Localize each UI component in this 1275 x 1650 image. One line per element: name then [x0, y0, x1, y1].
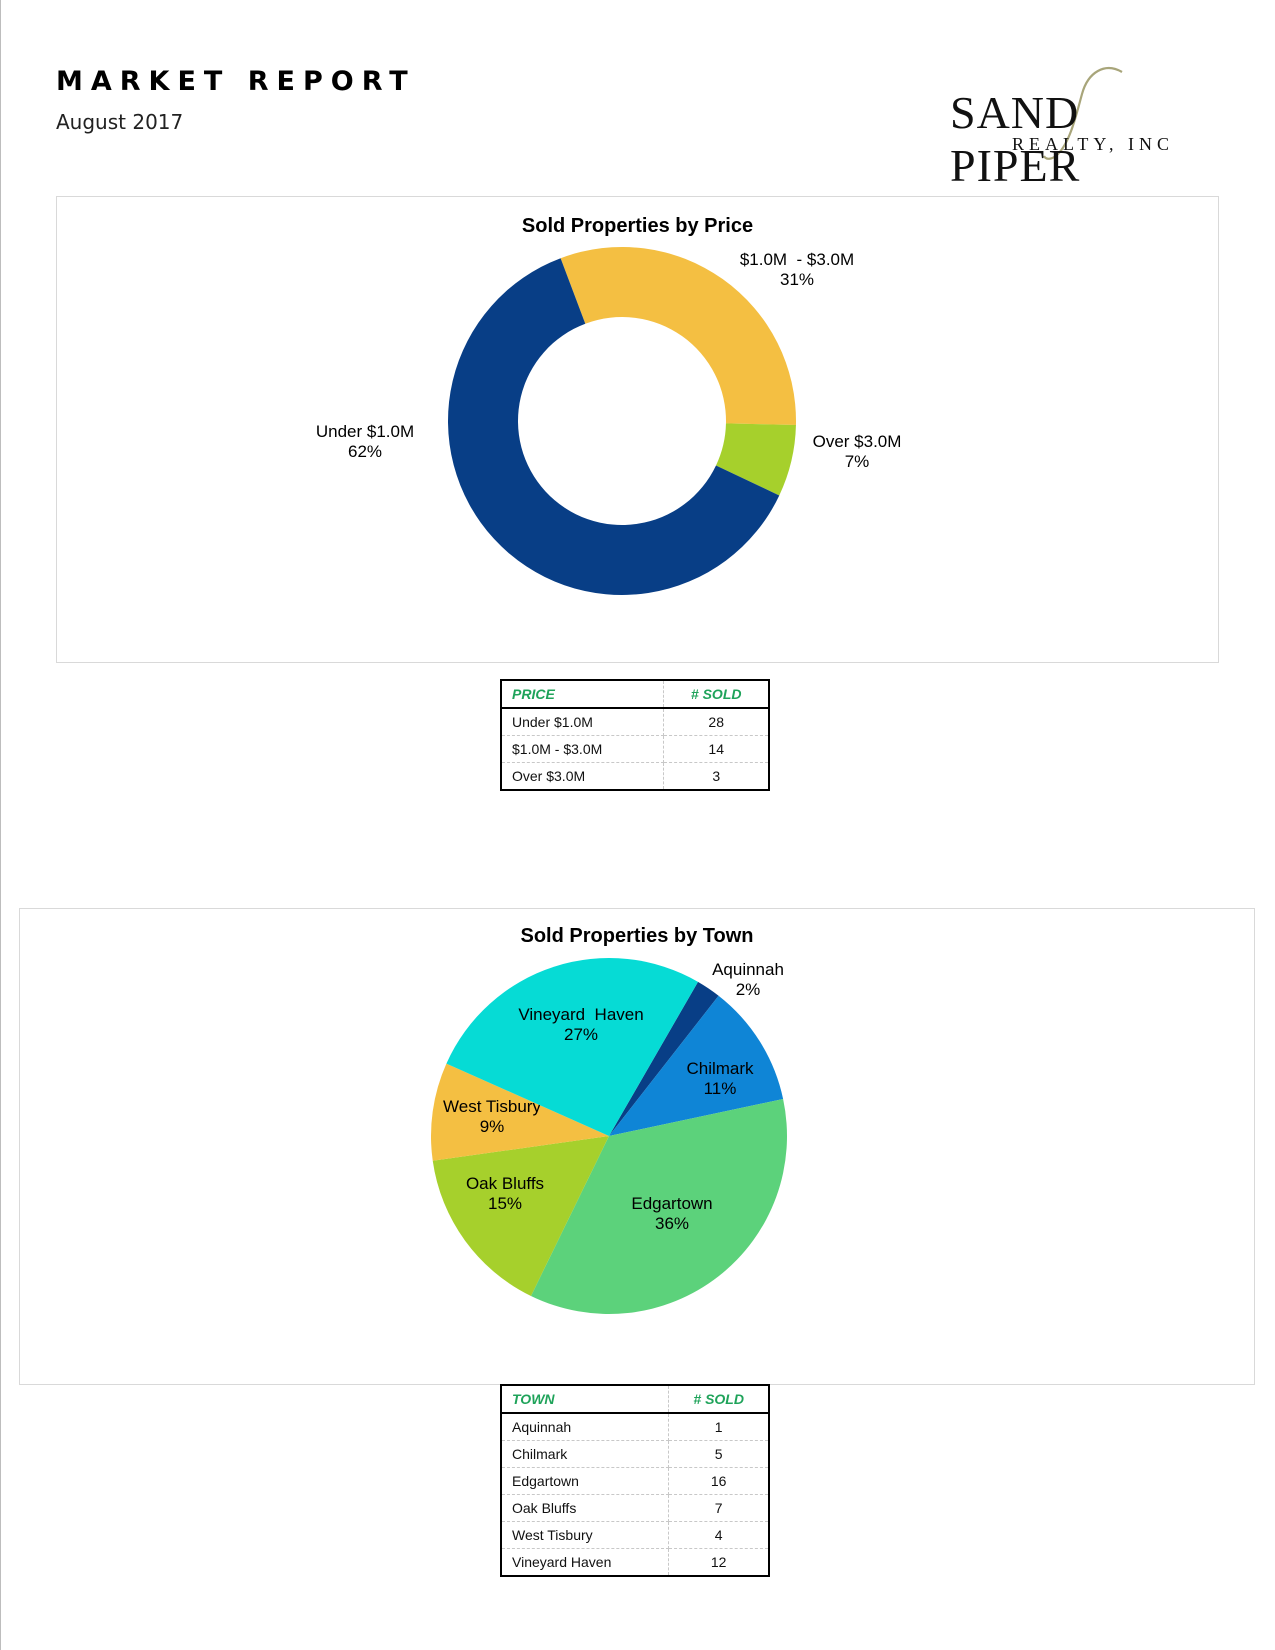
- town-chart-panel: Sold Properties by Town Aquinnah 2% Chilma…: [19, 908, 1255, 1385]
- sold-count-cell: 5: [668, 1440, 769, 1468]
- pie-slice-1-0m-3-0m: [560, 247, 796, 426]
- sold-count-cell: 7: [668, 1494, 769, 1522]
- pie-slice-chilmark: [609, 995, 784, 1136]
- price-column-header: PRICE: [501, 680, 665, 709]
- slice-label-over-3-0m: Over $3.0M: [813, 432, 902, 451]
- report-title: MARKET REPORT: [56, 66, 416, 97]
- slice-label-edgartown: Edgartown: [631, 1194, 712, 1213]
- sold-count-cell: 14: [663, 735, 769, 763]
- table-row: Edgartown 16: [501, 1467, 769, 1495]
- town-name-cell: Vineyard Haven: [501, 1548, 670, 1576]
- table-row: Oak Bluffs 7: [501, 1494, 769, 1522]
- price-table: PRICE # SOLD Under $1.0M 28 $1.0M - $3.0…: [500, 679, 770, 791]
- sold-count-cell: 1: [668, 1413, 769, 1441]
- town-name-cell: Aquinnah: [501, 1413, 670, 1441]
- pie-slice-aquinnah: [609, 981, 719, 1136]
- price-chart-panel: Sold Properties by Price $1.0M - $3.0M 31…: [56, 196, 1219, 663]
- slice-percent-chilmark: 11%: [704, 1079, 737, 1098]
- slice-percent-1-0m-3-0m: 31%: [780, 270, 814, 289]
- price-range-cell: $1.0M - $3.0M: [501, 735, 665, 763]
- slice-percent-aquinnah: 2%: [736, 980, 761, 999]
- town-chart-title: Sold Properties by Town: [520, 925, 754, 947]
- slice-label-oak-bluffs: Oak Bluffs: [466, 1174, 544, 1193]
- sold-column-header: # SOLD: [668, 1385, 769, 1414]
- sandpiper-logo: SAND PIPER REALTY, INC: [950, 64, 1220, 191]
- slice-label-vineyard-haven: Vineyard Haven: [518, 1005, 643, 1024]
- price-range-cell: Under $1.0M: [501, 708, 665, 736]
- table-row: Over $3.0M 3: [501, 762, 769, 790]
- sold-count-cell: 4: [668, 1521, 769, 1549]
- town-name-cell: Edgartown: [501, 1467, 670, 1495]
- slice-percent-oak-bluffs: 15%: [488, 1194, 522, 1213]
- table-row: West Tisbury 4: [501, 1521, 769, 1549]
- town-column-header: TOWN: [501, 1385, 670, 1414]
- table-row: Aquinnah 1: [501, 1413, 769, 1441]
- pie-slice-west-tisbury: [430, 1063, 609, 1161]
- sold-count-cell: 12: [710, 1554, 727, 1570]
- town-table: TOWN # SOLD Aquinnah 1 Chilmark 5 Edgart…: [500, 1384, 770, 1577]
- sold-column-header: # SOLD: [663, 680, 769, 709]
- price-range-cell: Over $3.0M: [501, 762, 665, 790]
- sold-count-cell: 3: [712, 768, 721, 784]
- report-date: August 2017: [56, 110, 184, 134]
- town-name-cell: Chilmark: [501, 1440, 670, 1468]
- slice-percent-under-1-0m: 62%: [348, 442, 382, 461]
- pie-slice-over-3-0m: [715, 423, 796, 496]
- town-name-cell: Oak Bluffs: [501, 1494, 670, 1522]
- logo-swoosh-icon: [1043, 67, 1123, 160]
- price-table-header-row: PRICE # SOLD: [501, 680, 769, 709]
- sold-count-cell: 28: [663, 708, 769, 736]
- slice-percent-edgartown: 36%: [655, 1214, 689, 1233]
- table-row: $1.0M - $3.0M 14: [501, 735, 769, 763]
- pie-slice-under-1-0m: [448, 258, 780, 596]
- logo-tagline: REALTY, INC: [1012, 134, 1175, 154]
- slice-label-1-0m-3-0m: $1.0M - $3.0M: [740, 250, 854, 269]
- town-table-header-row: TOWN # SOLD: [501, 1385, 769, 1414]
- slice-percent-west-tisbury: 9%: [480, 1117, 505, 1136]
- table-row: Chilmark 5: [501, 1440, 769, 1468]
- pie-slice-vineyard-haven: [446, 958, 698, 1136]
- sold-count-cell: 16: [668, 1467, 769, 1495]
- slice-label-chilmark: Chilmark: [686, 1059, 754, 1078]
- logo-wordmark: SAND PIPER: [950, 87, 1081, 191]
- pie-slice-edgartown: [530, 1098, 787, 1314]
- pie-slice-oak-bluffs: [432, 1136, 609, 1296]
- table-row: Under $1.0M 28: [501, 708, 769, 736]
- page-left-border: [0, 0, 1, 1650]
- table-row: Vineyard Haven 12: [501, 1548, 769, 1576]
- slice-label-west-tisbury: West Tisbury: [443, 1097, 541, 1116]
- slice-label-aquinnah: Aquinnah: [712, 960, 784, 979]
- slice-label-under-1-0m: Under $1.0M: [316, 422, 414, 441]
- town-name-cell: West Tisbury: [501, 1521, 670, 1549]
- slice-percent-vineyard-haven: 27%: [564, 1025, 598, 1044]
- price-chart-title: Sold Properties by Price: [521, 215, 754, 237]
- slice-percent-over-3-0m: 7%: [845, 452, 870, 471]
